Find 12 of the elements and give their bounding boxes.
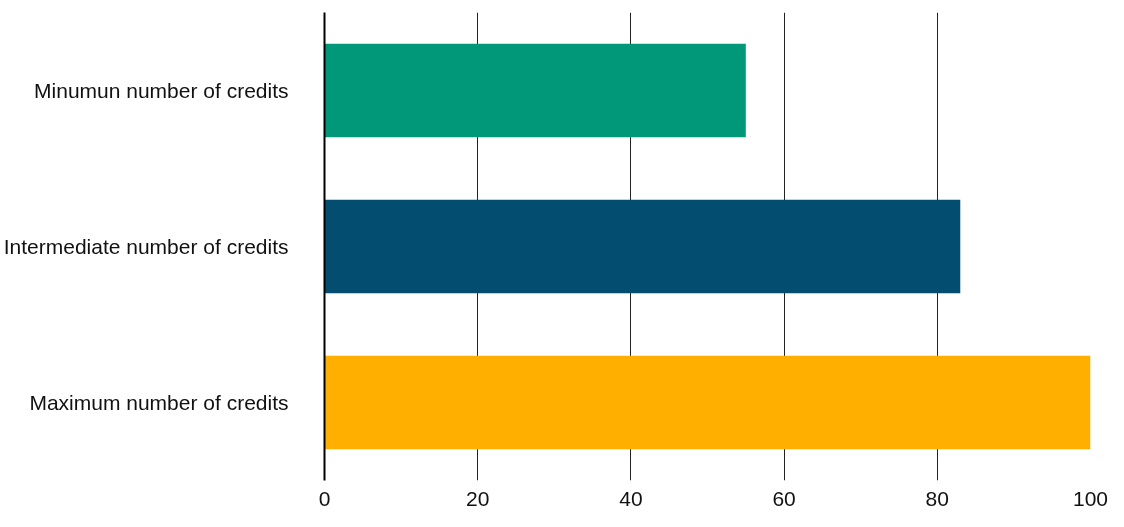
x-tick-label: 100 bbox=[1072, 486, 1109, 510]
y-tick-label: Maximum number of credits bbox=[29, 391, 289, 414]
x-tick-label: 0 bbox=[318, 486, 331, 510]
x-tick-label: 80 bbox=[925, 486, 949, 510]
x-tick-label: 20 bbox=[466, 486, 490, 510]
x-tick-label: 60 bbox=[772, 486, 796, 510]
x-tick-label: 40 bbox=[619, 486, 643, 510]
bar bbox=[324, 199, 961, 294]
bar bbox=[324, 355, 1091, 450]
y-tick-label: Intermediate number of credits bbox=[3, 235, 289, 258]
y-tick-label: Minumun number of credits bbox=[34, 79, 289, 102]
bar bbox=[324, 43, 746, 138]
